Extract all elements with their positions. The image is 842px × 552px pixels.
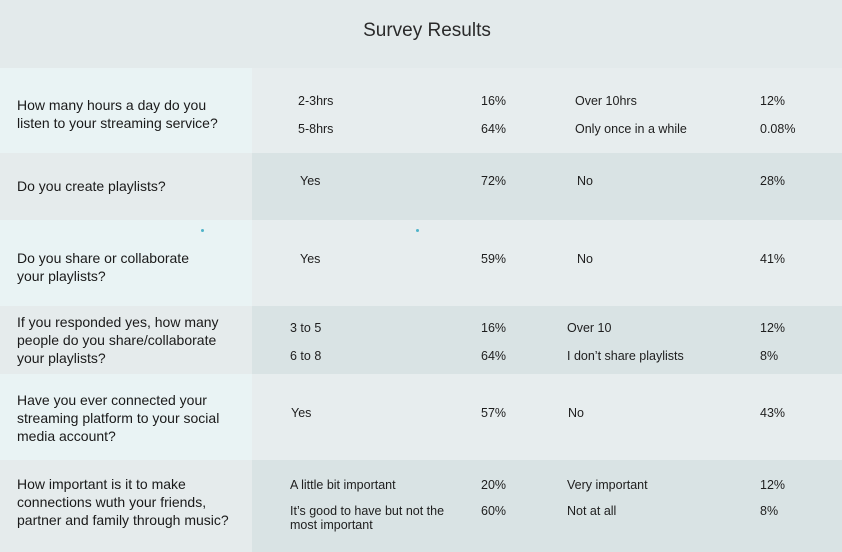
answer-percent: 60% — [481, 504, 507, 518]
survey-row-connections: How important is it to make connections … — [0, 460, 842, 552]
answer-percent: 8% — [760, 349, 779, 363]
answer-percent: 16% — [481, 321, 507, 335]
answer-option: A little bit important — [290, 478, 396, 492]
answer-option: No — [577, 252, 593, 266]
question-cell: If you responded yes, how many people do… — [0, 306, 252, 374]
question-cell: How important is it to make connections … — [0, 460, 252, 552]
survey-row-social-media: Have you ever connected your streaming p… — [0, 374, 842, 460]
answer-option: Not at all — [567, 504, 617, 518]
answer-percent: 64% — [481, 122, 507, 136]
answer-percent: 41% — [760, 252, 786, 266]
answer-option: I don’t share playlists — [567, 349, 684, 363]
answer-option: 5-8hrs — [298, 122, 334, 136]
answer-option: Only once in a while — [575, 122, 687, 136]
answer-option: No — [577, 174, 593, 188]
answer-option: 2-3hrs — [298, 94, 334, 108]
question-cell: How many hours a day do you listen to yo… — [0, 68, 252, 153]
answer-option: It’s good to have but not the most impor… — [290, 504, 445, 532]
answer-percent: 8% — [760, 504, 779, 518]
answer-percent: 20% — [481, 478, 507, 492]
answer-percent: 64% — [481, 349, 507, 363]
answers-cell: A little bit important 20% Very importan… — [252, 460, 842, 552]
answer-percent: 0.08% — [760, 122, 796, 136]
answer-percent: 43% — [760, 406, 786, 420]
answer-option: No — [568, 406, 584, 420]
answer-percent: 12% — [760, 94, 786, 108]
answer-option: Over 10hrs — [575, 94, 637, 108]
answers-cell: 3 to 5 16% Over 10 12% 6 to 8 64% I don’… — [252, 306, 842, 374]
decorative-dot — [201, 229, 204, 232]
answer-option: Yes — [300, 174, 321, 188]
question-cell: Do you create playlists? — [0, 153, 252, 220]
page-title: Survey Results — [363, 20, 491, 41]
question-cell: Do you share or collaborate your playlis… — [0, 220, 252, 306]
question-cell: Have you ever connected your streaming p… — [0, 374, 252, 460]
question-text: Do you share or collaborate your playlis… — [17, 250, 189, 284]
answer-option: Over 10 — [567, 321, 612, 335]
answers-cell: Yes 72% No 28% — [252, 153, 842, 220]
answers-cell: Yes 57% No 43% — [252, 374, 842, 460]
question-text: How many hours a day do you listen to yo… — [17, 97, 218, 131]
survey-row-share-count: If you responded yes, how many people do… — [0, 306, 842, 374]
answer-option: Yes — [300, 252, 321, 266]
decorative-dot — [416, 229, 419, 232]
question-text: If you responded yes, how many people do… — [17, 314, 219, 366]
answer-percent: 12% — [760, 321, 786, 335]
answer-percent: 16% — [481, 94, 507, 108]
answer-percent: 28% — [760, 174, 786, 188]
answer-option: Yes — [291, 406, 312, 420]
question-text: How important is it to make connections … — [17, 476, 229, 528]
survey-row-hours: How many hours a day do you listen to yo… — [0, 68, 842, 153]
answers-cell: 2-3hrs 16% Over 10hrs 12% 5-8hrs 64% Onl… — [252, 68, 842, 153]
question-text: Do you create playlists? — [17, 178, 166, 194]
answers-cell: Yes 59% No 41% — [252, 220, 842, 306]
question-text: Have you ever connected your streaming p… — [17, 392, 220, 444]
answer-percent: 12% — [760, 478, 786, 492]
survey-row-create-playlists: Do you create playlists? Yes 72% No 28% — [0, 153, 842, 220]
title-bar: Survey Results — [0, 0, 842, 68]
answer-option: 3 to 5 — [290, 321, 322, 335]
survey-row-share-playlists: Do you share or collaborate your playlis… — [0, 220, 842, 306]
answer-percent: 72% — [481, 174, 507, 188]
answer-option: Very important — [567, 478, 648, 492]
answer-option: 6 to 8 — [290, 349, 322, 363]
answer-percent: 57% — [481, 406, 507, 420]
answer-percent: 59% — [481, 252, 507, 266]
